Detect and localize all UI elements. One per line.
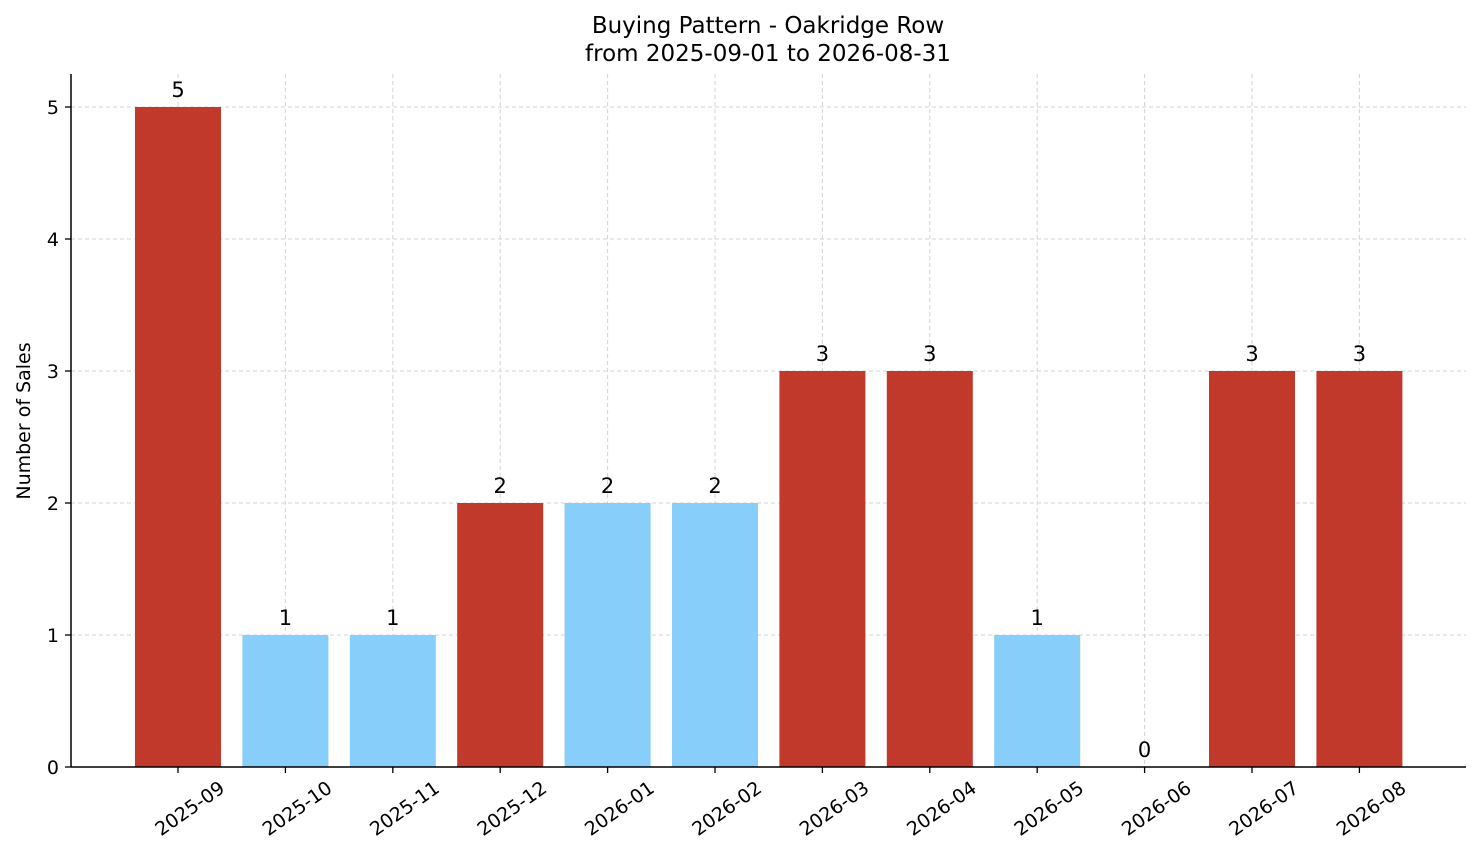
data-label-2025-12: 2 <box>494 474 507 498</box>
x-tick-label: 2025-10 <box>259 777 337 841</box>
bar-2026-04 <box>886 371 973 767</box>
y-tick-label: 0 <box>47 757 59 779</box>
data-label-2025-10: 1 <box>279 606 292 630</box>
data-label-2026-01: 2 <box>601 474 614 498</box>
data-label-2026-03: 3 <box>816 342 829 366</box>
data-label-2025-11: 1 <box>386 606 399 630</box>
x-tick-label: 2025-11 <box>366 777 444 841</box>
x-tick-label: 2026-07 <box>1225 777 1303 841</box>
x-tick-label: 2025-09 <box>151 777 229 841</box>
bar-2026-05 <box>994 635 1081 767</box>
bar-2025-12 <box>457 503 544 767</box>
bar-2025-10 <box>242 635 329 767</box>
bar-2026-08 <box>1316 371 1403 767</box>
bar-2025-11 <box>349 635 436 767</box>
chart-title: Buying Pattern - Oakridge Row <box>592 13 944 39</box>
data-label-2026-02: 2 <box>708 474 721 498</box>
bar-2026-03 <box>779 371 866 767</box>
x-tick-label: 2026-05 <box>1010 777 1088 841</box>
bar-2025-09 <box>135 107 221 767</box>
bars-layer <box>135 107 1403 767</box>
chart-subtitle: from 2025-09-01 to 2026-08-31 <box>585 41 951 67</box>
data-label-2025-09: 5 <box>171 78 184 102</box>
x-tick-label: 2025-12 <box>473 777 551 841</box>
y-tick-label: 4 <box>47 229 59 251</box>
data-labels-layer: 5 1 1 2 2 2 3 3 1 0 3 3 <box>171 78 1366 762</box>
x-tick-label: 2026-08 <box>1333 777 1411 841</box>
data-label-2026-04: 3 <box>923 342 936 366</box>
x-tick-label: 2026-01 <box>581 777 659 841</box>
x-tick-label: 2026-04 <box>903 777 981 841</box>
x-tick-label: 2026-03 <box>796 777 874 841</box>
y-tick-label: 2 <box>47 493 59 515</box>
y-axis-label: Number of Sales <box>13 342 35 499</box>
bar-2026-07 <box>1209 371 1295 767</box>
axes-layer <box>70 74 1466 768</box>
bar-2026-01 <box>564 503 651 767</box>
data-label-2026-06: 0 <box>1138 738 1151 762</box>
data-label-2026-07: 3 <box>1245 342 1258 366</box>
y-tick-label: 1 <box>47 625 59 647</box>
data-label-2026-05: 1 <box>1031 606 1044 630</box>
y-tick-label: 5 <box>47 97 59 119</box>
x-tick-label: 2026-02 <box>688 777 766 841</box>
bar-2026-02 <box>672 503 758 767</box>
x-tick-label: 2026-06 <box>1118 777 1196 841</box>
data-label-2026-08: 3 <box>1353 342 1366 366</box>
y-tick-label: 3 <box>47 361 59 383</box>
